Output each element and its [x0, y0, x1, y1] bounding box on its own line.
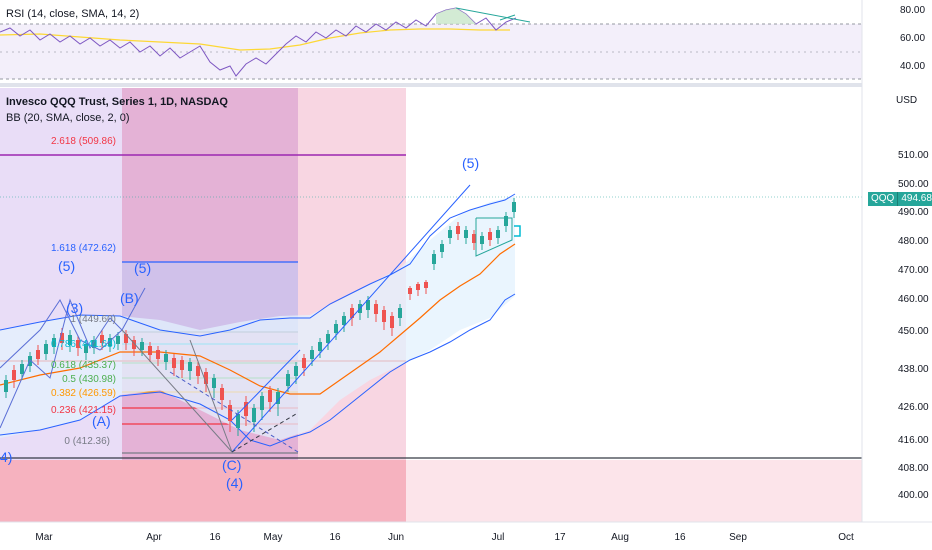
pane-separator[interactable]: [0, 83, 932, 87]
price-label-438: 438.00: [898, 364, 929, 375]
x-label-oct: Oct: [838, 532, 854, 543]
price-label-426: 426.00: [898, 402, 929, 413]
fib-label-0786: 0.786 (441.63): [51, 339, 116, 350]
wave-label-a: (A): [92, 413, 111, 429]
rsi-ma-line: [0, 28, 510, 51]
fib-label-05: 0.5 (430.98): [62, 374, 116, 385]
wave-label-b: (B): [120, 290, 139, 306]
rsi-axis-60: 60.00: [900, 33, 925, 44]
x-label-apr-16: 16: [209, 532, 221, 543]
wave-label-5-mid: (5): [134, 260, 151, 276]
x-label-jul: Jul: [492, 532, 505, 543]
rsi-panel: [0, 7, 862, 80]
x-label-may: May: [264, 532, 283, 543]
x-label-jul-17: 17: [554, 532, 566, 543]
price-label-500: 500.00: [898, 179, 929, 190]
fib-label-0618: 0.618 (435.37): [51, 360, 116, 371]
last-price-value: 494.68: [897, 192, 932, 206]
last-price-symbol: QQQ: [868, 192, 898, 206]
price-label-480: 480.00: [898, 236, 929, 247]
wave-label-4: (4): [226, 475, 243, 491]
bb-basis-line: [0, 243, 516, 395]
rsi-line: [0, 7, 517, 77]
wave-drawings: [0, 184, 521, 453]
wave-label-5-top: (5): [462, 155, 479, 171]
rsi-legend[interactable]: RSI (14, close, SMA, 14, 2): [6, 8, 140, 20]
price-label-470: 470.00: [898, 265, 929, 276]
x-label-apr: Apr: [146, 532, 162, 543]
bb-legend[interactable]: BB (20, SMA, close, 2, 0): [6, 112, 130, 124]
price-label-416: 416.00: [898, 435, 929, 446]
x-label-aug: Aug: [611, 532, 629, 543]
fib-label-1: 1 (449.60): [70, 314, 116, 325]
fib-label-0236: 0.236 (421.15): [51, 405, 116, 416]
x-label-may-16: 16: [329, 532, 341, 543]
wave-label-c: (C): [222, 457, 241, 473]
x-label-jun: Jun: [388, 532, 404, 543]
fib-label-2618: 2.618 (509.86): [51, 136, 116, 147]
fib-labels: 2.618 (509.86) 1.618 (472.62) 1 (449.60)…: [51, 136, 116, 447]
x-label-sep: Sep: [729, 532, 747, 543]
price-label-510: 510.00: [898, 150, 929, 161]
rsi-trendline: [455, 7, 531, 23]
bb-upper-line: [0, 193, 516, 337]
price-label-490: 490.00: [898, 207, 929, 218]
time-axis[interactable]: Mar Apr 16 May 16 Jun Jul 17 Aug 16 Sep …: [0, 521, 932, 550]
fib-label-0: 0 (412.36): [64, 436, 110, 447]
price-label-450: 450.00: [898, 326, 929, 337]
rsi-axis-80: 80.00: [900, 5, 925, 16]
symbol-title[interactable]: Invesco QQQ Trust, Series 1, 1D, NASDAQ: [6, 96, 228, 108]
wave-labels: (5) (5) (5) (3) (B) (A) (C) (4) 4): [0, 155, 479, 491]
fib-label-0382: 0.382 (426.59): [51, 388, 116, 399]
price-label-408: 408.00: [898, 463, 929, 474]
x-label-mar: Mar: [35, 532, 53, 543]
price-label-400: 400.00: [898, 490, 929, 501]
wave-label-4-edge: 4): [0, 449, 12, 465]
last-price-tag: QQQ 494.68: [868, 192, 932, 206]
background-zones: [0, 88, 862, 522]
wave-label-3: (3): [66, 300, 83, 316]
price-label-460: 460.00: [898, 294, 929, 305]
x-label-aug-16: 16: [674, 532, 686, 543]
wave-label-5-left: (5): [58, 258, 75, 274]
rsi-overbought-fill: [436, 8, 476, 24]
currency-label[interactable]: USD: [896, 95, 918, 106]
bollinger-bands: [0, 193, 516, 447]
rsi-axis-40: 40.00: [900, 61, 925, 72]
price-scale[interactable]: 80.00 60.00 40.00 510.00 500.00 490.00 4…: [861, 0, 932, 522]
fib-label-1618: 1.618 (472.62): [51, 243, 116, 254]
bb-lower-line: [0, 293, 516, 447]
